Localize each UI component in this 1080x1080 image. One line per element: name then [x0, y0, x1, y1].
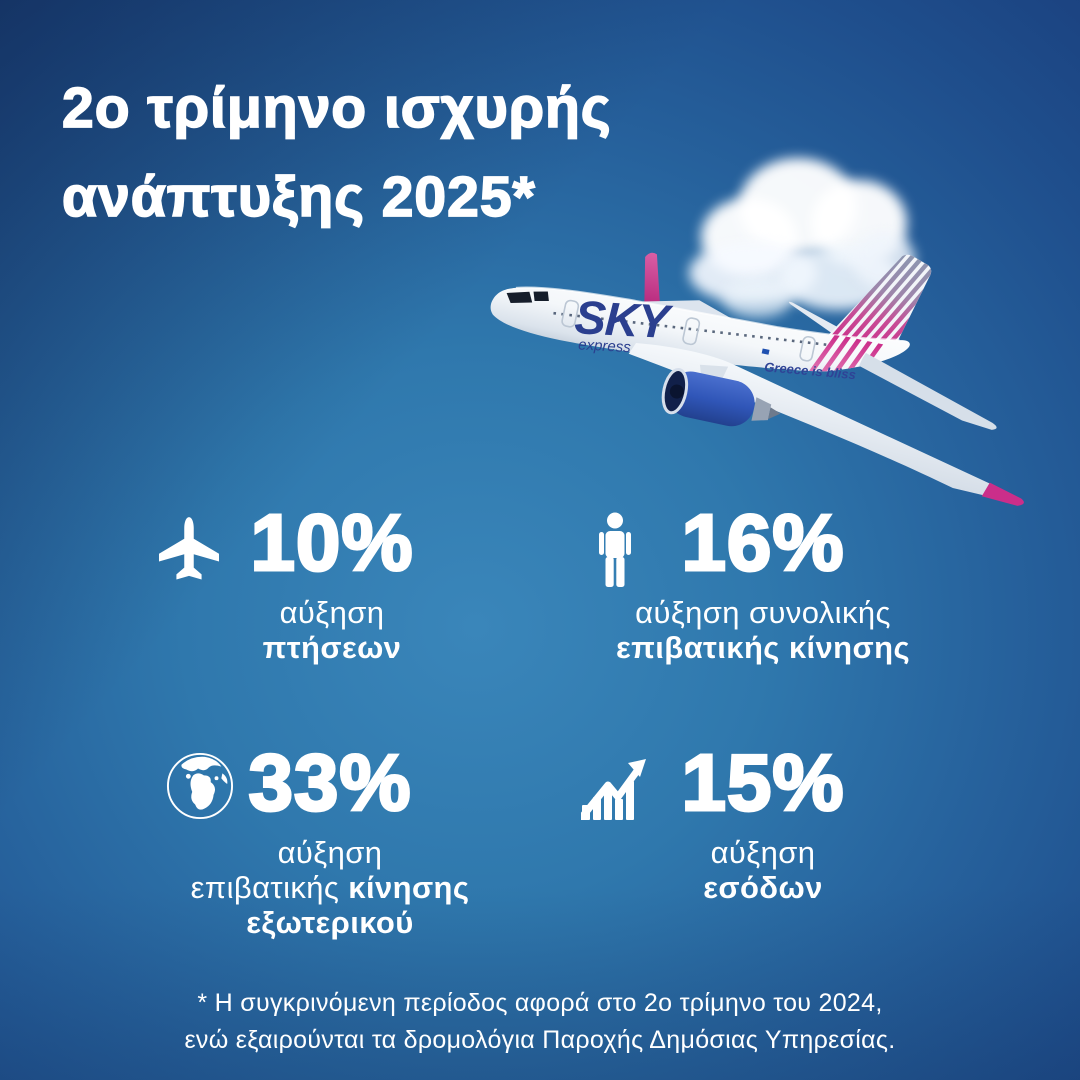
footnote-line-2: ενώ εξαιρούνται τα δρομολόγια Παροχής Δη… [184, 1026, 896, 1054]
plane-logo-sub: express [578, 336, 632, 356]
page-title: 2ο τρίμηνο ισχυρής ανάπτυξης 2025* [61, 64, 612, 242]
stat-label-line: επιβατικής κίνησης [616, 630, 910, 665]
plane-logo: SKY [573, 290, 674, 348]
stat-label-line: εξωτερικού [246, 905, 414, 940]
stat-label: αύξηση επιβατικής κίνησης εξωτερικού [130, 835, 530, 940]
footnote-line-1: * Η συγκρινόμενη περίοδος αφορά στο 2ο τ… [197, 989, 883, 1017]
engine-exhaust [751, 397, 772, 421]
stat-label-line: επιβατικής κίνησης [190, 870, 470, 905]
stat-label-line: εσόδων [703, 870, 823, 905]
near-stabilizer [859, 353, 997, 430]
stat-revenue: 15% αύξηση εσόδων [563, 740, 963, 905]
wingtip [981, 482, 1024, 506]
passenger-windows [553, 311, 828, 347]
far-stabilizer [788, 301, 843, 337]
airplane-photo: SKY express Greece is bliss [490, 250, 1024, 506]
stat-value: 10% [249, 498, 414, 587]
title-line-2: ανάπτυξης 2025* [61, 164, 536, 230]
stat-total-passengers: 16% αύξηση συνολικής επιβατικής κίνησης [563, 500, 963, 665]
flag-mark [761, 348, 770, 355]
cockpit-windows [506, 291, 533, 304]
stat-label: αύξηση συνολικής επιβατικής κίνησης [563, 595, 963, 665]
stat-label-line: αύξηση [277, 835, 383, 870]
title-line-1: 2ο τρίμηνο ισχυρής [61, 75, 612, 141]
footnote: * Η συγκρινόμενη περίοδος αφορά στο 2ο τ… [0, 985, 1080, 1059]
stat-label: αύξηση εσόδων [563, 835, 963, 905]
chart-icon [581, 759, 646, 820]
person-icon [599, 512, 631, 587]
stat-label-line: αύξηση συνολικής [635, 595, 891, 630]
stat-label-line: αύξηση [279, 595, 385, 630]
far-winglet [644, 252, 660, 304]
stat-label-line: πτήσεων [262, 630, 402, 665]
airplane-icon [158, 517, 220, 580]
stat-value: 15% [680, 738, 845, 827]
engine-nacelle [667, 371, 755, 427]
globe-icon [166, 752, 234, 820]
stat-international-passengers: 33% αύξηση επιβατικής κίνησης εξωτερικού [130, 740, 530, 940]
stat-flights: 10% αύξηση πτήσεων [132, 500, 532, 665]
door-outline [561, 299, 580, 328]
stat-value: 33% [247, 738, 412, 827]
fuselage [490, 287, 910, 372]
stat-value: 16% [680, 498, 845, 587]
stat-label: αύξηση πτήσεων [132, 595, 532, 665]
stat-label-line: αύξηση [710, 835, 816, 870]
